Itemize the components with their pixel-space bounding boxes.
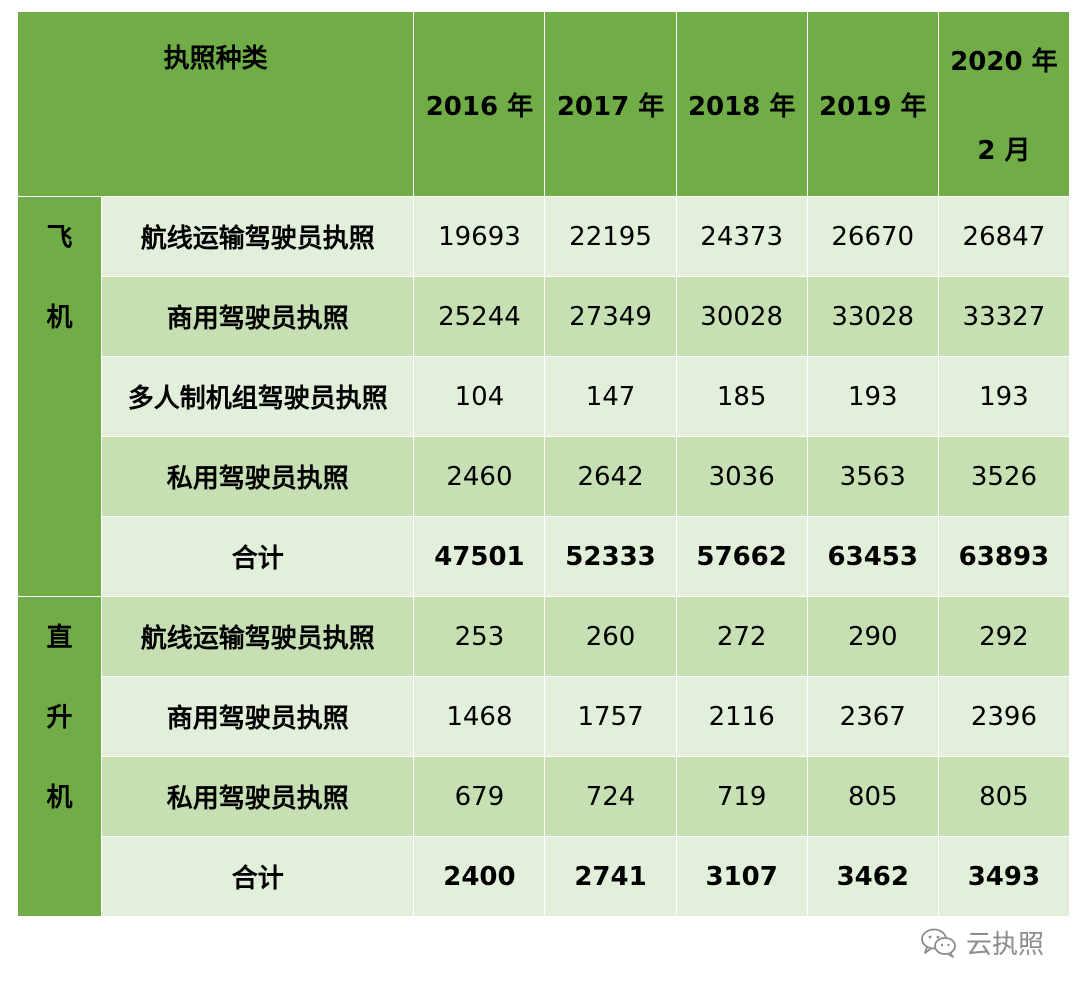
total-value-cell: 57662	[675, 516, 808, 597]
value-cell: 3036	[675, 436, 808, 517]
wechat-icon	[921, 928, 956, 958]
value-cell: 805	[806, 756, 939, 837]
value-cell: 24373	[675, 196, 808, 277]
value-cell: 33028	[806, 276, 939, 357]
watermark: 云执照	[920, 924, 1044, 961]
value-cell: 2642	[544, 436, 677, 517]
table-row: 私用驾驶员执照 2460 2642 3036 3563 3526	[18, 436, 1071, 517]
total-value-cell: 3493	[937, 836, 1071, 917]
license-type-cell: 私用驾驶员执照	[101, 436, 415, 517]
value-cell: 22195	[544, 196, 677, 277]
license-type-cell: 私用驾驶员执照	[101, 756, 415, 837]
table-row: 飞 机 航线运输驾驶员执照 19693 22195 24373 26670 26…	[16, 196, 1071, 597]
value-cell: 1757	[544, 676, 677, 757]
value-cell: 147	[544, 356, 677, 437]
group-label-helicopter: 直 升 机	[16, 596, 103, 917]
table-row: 多人制机组驾驶员执照 104 147 185 193 193	[18, 356, 1071, 437]
value-cell: 292	[937, 596, 1071, 677]
value-cell: 3526	[937, 436, 1071, 517]
total-row: 合计 2400 2741 3107 3462 3493	[18, 836, 1071, 917]
value-cell: 33327	[937, 276, 1071, 357]
total-value-cell: 63453	[806, 516, 939, 597]
value-cell: 679	[413, 756, 546, 837]
value-cell: 193	[806, 356, 939, 437]
header-year-2016: 2016 年	[413, 11, 546, 197]
group-label-airplane: 飞 机	[16, 196, 103, 597]
value-cell: 27349	[544, 276, 677, 357]
header-year-2018: 2018 年	[675, 11, 808, 197]
table-row: 商用驾驶员执照 25244 27349 30028 33028 33327	[18, 276, 1071, 357]
value-cell: 1468	[413, 676, 546, 757]
value-cell: 2116	[675, 676, 808, 757]
value-cell: 2367	[806, 676, 939, 757]
value-cell: 26847	[937, 196, 1071, 277]
header-year-2017: 2017 年	[544, 11, 677, 197]
table-row: 私用驾驶员执照 679 724 719 805 805	[18, 756, 1071, 837]
total-value-cell: 47501	[413, 516, 546, 597]
value-cell: 19693	[413, 196, 546, 277]
license-type-cell: 多人制机组驾驶员执照	[101, 356, 415, 437]
value-cell: 2396	[937, 676, 1071, 757]
value-cell: 805	[937, 756, 1071, 837]
total-value-cell: 3107	[675, 836, 808, 917]
total-value-cell: 52333	[544, 516, 677, 597]
value-cell: 30028	[675, 276, 808, 357]
value-cell: 26670	[806, 196, 939, 277]
value-cell: 193	[937, 356, 1071, 437]
value-cell: 290	[806, 596, 939, 677]
total-value-cell: 63893	[937, 516, 1071, 597]
value-cell: 185	[675, 356, 808, 437]
value-cell: 253	[413, 596, 546, 677]
total-value-cell: 3462	[806, 836, 939, 917]
value-cell: 104	[413, 356, 546, 437]
license-type-cell: 商用驾驶员执照	[101, 676, 415, 757]
total-row: 合计 47501 52333 57662 63453 63893	[18, 516, 1071, 597]
watermark-text: 云执照	[965, 930, 1044, 960]
value-cell: 719	[675, 756, 808, 837]
license-type-cell: 航线运输驾驶员执照	[101, 596, 415, 677]
total-value-cell: 2400	[413, 836, 546, 917]
value-cell: 724	[544, 756, 677, 837]
value-cell: 2460	[413, 436, 546, 517]
value-cell: 3563	[806, 436, 939, 517]
header-license-type: 执照种类	[16, 11, 415, 197]
table-row: 直 升 机 航线运输驾驶员执照 253 260 272 290 292	[16, 596, 1071, 917]
header-year-2019: 2019 年	[806, 11, 939, 197]
value-cell: 272	[675, 596, 808, 677]
total-label: 合计	[101, 836, 415, 917]
license-type-cell: 航线运输驾驶员执照	[101, 196, 415, 277]
value-cell: 260	[544, 596, 677, 677]
total-label: 合计	[101, 516, 415, 597]
total-value-cell: 2741	[544, 836, 677, 917]
table-row: 商用驾驶员执照 1468 1757 2116 2367 2396	[18, 676, 1071, 757]
license-type-cell: 商用驾驶员执照	[101, 276, 415, 357]
value-cell: 25244	[413, 276, 546, 357]
